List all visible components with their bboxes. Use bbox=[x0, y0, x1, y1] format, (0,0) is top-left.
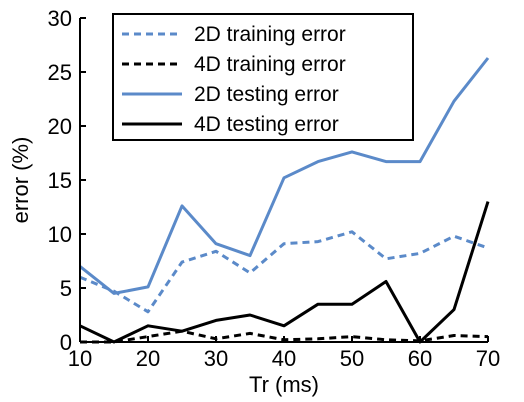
series-line-1 bbox=[79, 230, 489, 314]
legend-label-3: 2D testing error bbox=[194, 83, 339, 106]
x-tick-label: 50 bbox=[340, 346, 364, 371]
y-tick-label: 20 bbox=[48, 114, 72, 139]
y-tick-label: 30 bbox=[48, 6, 72, 31]
x-tick-label: 10 bbox=[68, 346, 92, 371]
x-tick-label: 20 bbox=[136, 346, 160, 371]
y-axis-label: error (%) bbox=[8, 137, 33, 224]
y-tick-label: 5 bbox=[60, 276, 72, 301]
legend-label-4: 4D testing error bbox=[194, 113, 339, 136]
legend-items: 2D training error 4D training error 2D tes… bbox=[122, 23, 346, 136]
y-tick-label: 10 bbox=[48, 222, 72, 247]
series-line-4 bbox=[79, 201, 490, 344]
x-ticks: 10 20 30 40 50 60 70 bbox=[68, 336, 500, 371]
series-line-3 bbox=[79, 57, 490, 295]
x-tick-label: 60 bbox=[408, 346, 432, 371]
x-tick-label: 40 bbox=[272, 346, 296, 371]
legend-label-1: 2D training error bbox=[194, 23, 346, 46]
x-tick-label: 30 bbox=[204, 346, 228, 371]
legend: 2D training error 4D training error 2D tes… bbox=[112, 13, 414, 141]
x-tick-label: 70 bbox=[476, 346, 500, 371]
y-tick-label: 15 bbox=[48, 168, 72, 193]
y-tick-label: 0 bbox=[60, 330, 72, 355]
legend-label-2: 4D training error bbox=[194, 53, 346, 76]
x-axis-label: Tr (ms) bbox=[249, 372, 319, 397]
y-tick-label: 25 bbox=[48, 60, 72, 85]
y-ticks: 0 5 10 15 20 25 30 bbox=[48, 6, 86, 355]
